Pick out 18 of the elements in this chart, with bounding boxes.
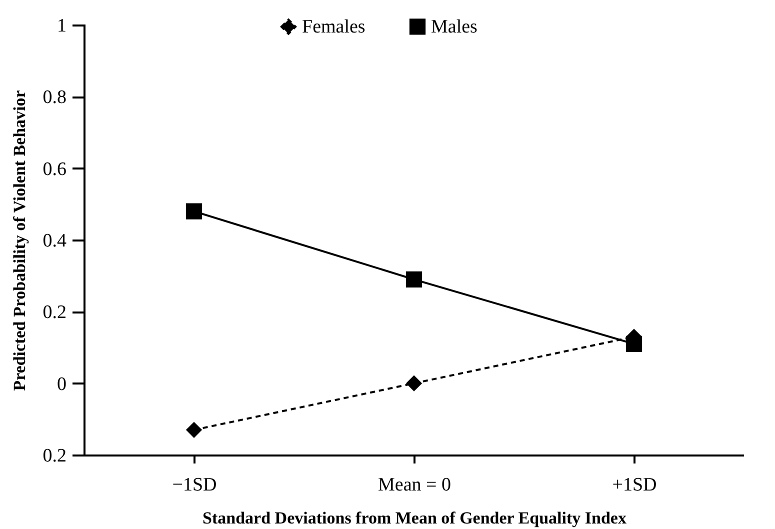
legend-label: Females xyxy=(302,16,366,38)
x-tick-label: −1SD xyxy=(172,474,217,496)
x-tick-label: Mean = 0 xyxy=(378,474,451,496)
point xyxy=(406,375,422,392)
y-tick-label: 0.4 xyxy=(42,230,67,252)
x-tick-label: +1SD xyxy=(612,474,657,496)
y-axis-title: Predicted Probability of Violent Behavior xyxy=(10,90,29,391)
y-tick-label: 0.2 xyxy=(42,302,66,324)
y-tick-label: 0.6 xyxy=(42,158,66,180)
point xyxy=(406,271,422,288)
point xyxy=(186,203,202,220)
x-axis-title: Standard Deviations from Mean of Gender Equality Index xyxy=(202,508,627,528)
y-tick-label: 1 xyxy=(57,16,66,36)
y-tick-label: 0.2 xyxy=(42,446,66,466)
legend-label: Males xyxy=(431,16,478,38)
y-tick-label: 0.8 xyxy=(42,87,66,108)
point xyxy=(186,422,202,438)
y-tick-label: 0 xyxy=(57,374,66,395)
